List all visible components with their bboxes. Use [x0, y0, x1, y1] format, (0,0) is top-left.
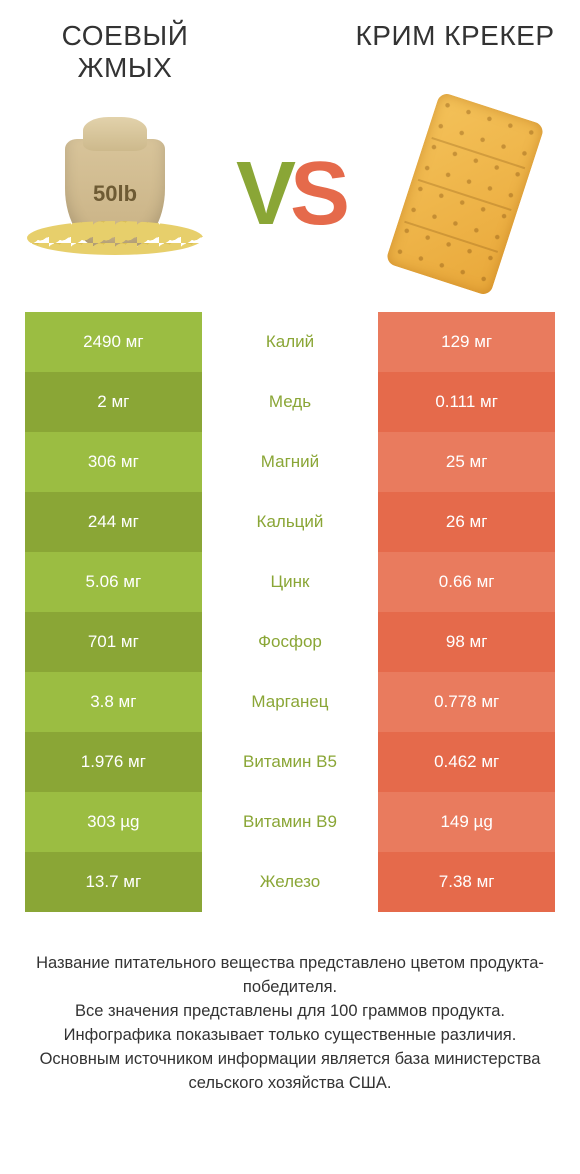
sack-icon: 50lb: [65, 139, 165, 249]
left-value: 13.7 мг: [25, 852, 202, 912]
right-value: 129 мг: [378, 312, 555, 372]
left-value: 3.8 мг: [25, 672, 202, 732]
infographic-container: СОЕВЫЙ ЖМЫХ КРИМ КРЕКЕР 50lb VS 2490 мгК…: [0, 0, 580, 1126]
sack-label: 50lb: [65, 181, 165, 207]
table-row: 701 мгФосфор98 мг: [25, 612, 555, 672]
left-value: 5.06 мг: [25, 552, 202, 612]
table-row: 2490 мгКалий129 мг: [25, 312, 555, 372]
header: СОЕВЫЙ ЖМЫХ КРИМ КРЕКЕР: [25, 20, 555, 84]
left-product-image: 50lb: [25, 104, 205, 284]
right-value: 0.111 мг: [378, 372, 555, 432]
table-row: 1.976 мгВитамин B50.462 мг: [25, 732, 555, 792]
nutrient-label: Магний: [202, 432, 379, 492]
right-product-title: КРИМ КРЕКЕР: [355, 20, 555, 52]
table-row: 13.7 мгЖелезо7.38 мг: [25, 852, 555, 912]
nutrient-label: Витамин B5: [202, 732, 379, 792]
table-row: 2 мгМедь0.111 мг: [25, 372, 555, 432]
left-value: 701 мг: [25, 612, 202, 672]
nutrient-label: Калий: [202, 312, 379, 372]
right-value: 25 мг: [378, 432, 555, 492]
left-value: 303 µg: [25, 792, 202, 852]
table-row: 3.8 мгМарганец0.778 мг: [25, 672, 555, 732]
vs-s: S: [290, 143, 344, 246]
vs-v: V: [236, 143, 290, 246]
table-row: 5.06 мгЦинк0.66 мг: [25, 552, 555, 612]
nutrient-label: Витамин B9: [202, 792, 379, 852]
table-row: 244 мгКальций26 мг: [25, 492, 555, 552]
right-value: 98 мг: [378, 612, 555, 672]
footer-line: Название питательного вещества представл…: [33, 952, 547, 1000]
right-value: 0.462 мг: [378, 732, 555, 792]
grain-icon: [27, 221, 203, 255]
nutrient-label: Медь: [202, 372, 379, 432]
left-value: 306 мг: [25, 432, 202, 492]
nutrient-label: Марганец: [202, 672, 379, 732]
right-value: 0.66 мг: [378, 552, 555, 612]
hero-row: 50lb VS: [25, 94, 555, 294]
nutrient-label: Фосфор: [202, 612, 379, 672]
nutrient-label: Железо: [202, 852, 379, 912]
nutrient-label: Кальций: [202, 492, 379, 552]
table-row: 303 µgВитамин B9149 µg: [25, 792, 555, 852]
footer-notes: Название питательного вещества представл…: [25, 952, 555, 1096]
footer-line: Основным источником информации является …: [33, 1048, 547, 1096]
cracker-icon: [385, 92, 545, 297]
right-value: 149 µg: [378, 792, 555, 852]
right-value: 26 мг: [378, 492, 555, 552]
footer-line: Инфографика показывает только существенн…: [33, 1024, 547, 1048]
right-value: 7.38 мг: [378, 852, 555, 912]
left-value: 2490 мг: [25, 312, 202, 372]
comparison-table: 2490 мгКалий129 мг2 мгМедь0.111 мг306 мг…: [25, 312, 555, 912]
right-value: 0.778 мг: [378, 672, 555, 732]
left-value: 244 мг: [25, 492, 202, 552]
table-row: 306 мгМагний25 мг: [25, 432, 555, 492]
left-value: 2 мг: [25, 372, 202, 432]
vs-label: VS: [236, 143, 344, 246]
nutrient-label: Цинк: [202, 552, 379, 612]
left-product-title: СОЕВЫЙ ЖМЫХ: [25, 20, 225, 84]
footer-line: Все значения представлены для 100 граммо…: [33, 1000, 547, 1024]
right-product-image: [375, 104, 555, 284]
left-value: 1.976 мг: [25, 732, 202, 792]
